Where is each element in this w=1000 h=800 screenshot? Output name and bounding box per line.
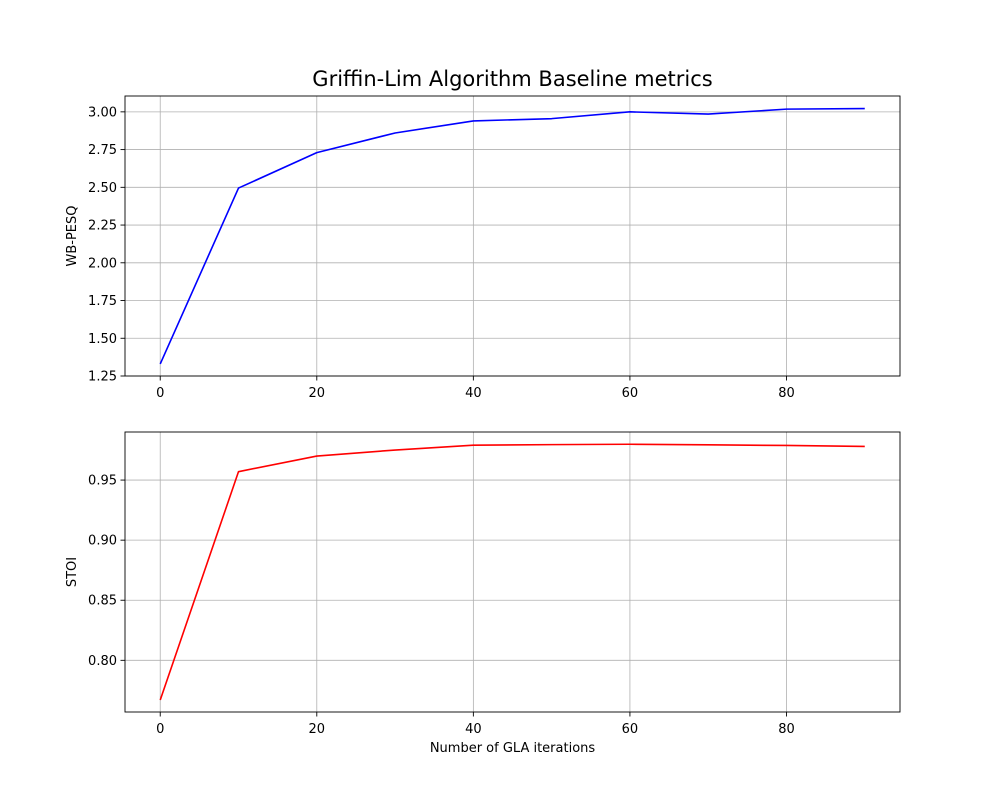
- x-tick-label: 0: [156, 386, 164, 401]
- x-axis-label: Number of GLA iterations: [430, 741, 596, 756]
- x-tick-label: 0: [156, 722, 164, 737]
- subplot-1: 0 20 40 60 80 1.25 1.50 1.75 2.00 2.25 2.50 2.75 3.0…: [65, 95, 901, 401]
- y-tick-label: 0.90: [88, 534, 117, 549]
- y-tick-label: 2.00: [88, 256, 117, 271]
- y-tick-label: 2.75: [88, 143, 117, 158]
- x-tick-label: 20: [309, 386, 326, 401]
- y-tick-label: 0.95: [88, 474, 117, 489]
- y-tick-label: 1.50: [88, 332, 117, 347]
- x-tick-label: 60: [622, 722, 639, 737]
- y-tick-label: 2.25: [88, 219, 117, 234]
- y-axis-label: WB-PESQ: [65, 205, 80, 266]
- y-tick-label: 0.85: [88, 594, 117, 609]
- x-tick-label: 60: [622, 386, 639, 401]
- series-line-1: [159, 443, 865, 701]
- y-tick-label: 3.00: [88, 105, 117, 120]
- x-tick-label: 80: [778, 722, 795, 737]
- axes-frame: [124, 431, 901, 713]
- x-tick-label: 40: [465, 722, 482, 737]
- y-tick-label: 1.25: [88, 370, 117, 385]
- y-tick-label: 0.80: [88, 654, 117, 669]
- axes-frame: [124, 95, 901, 377]
- y-axis-label: STOI: [65, 557, 80, 587]
- figure-title: Griffin-Lim Algorithm Baseline metrics: [312, 67, 713, 91]
- x-tick-label: 80: [778, 386, 795, 401]
- subplot-2: 0 20 40 60 80 0.80 0.85 0.90 0.95 STOI Number of G…: [65, 431, 901, 756]
- x-tick-label: 20: [309, 722, 326, 737]
- y-tick-label: 2.50: [88, 181, 117, 196]
- y-tick-label: 1.75: [88, 294, 117, 309]
- x-tick-label: 40: [465, 386, 482, 401]
- series-line-1: [159, 107, 865, 365]
